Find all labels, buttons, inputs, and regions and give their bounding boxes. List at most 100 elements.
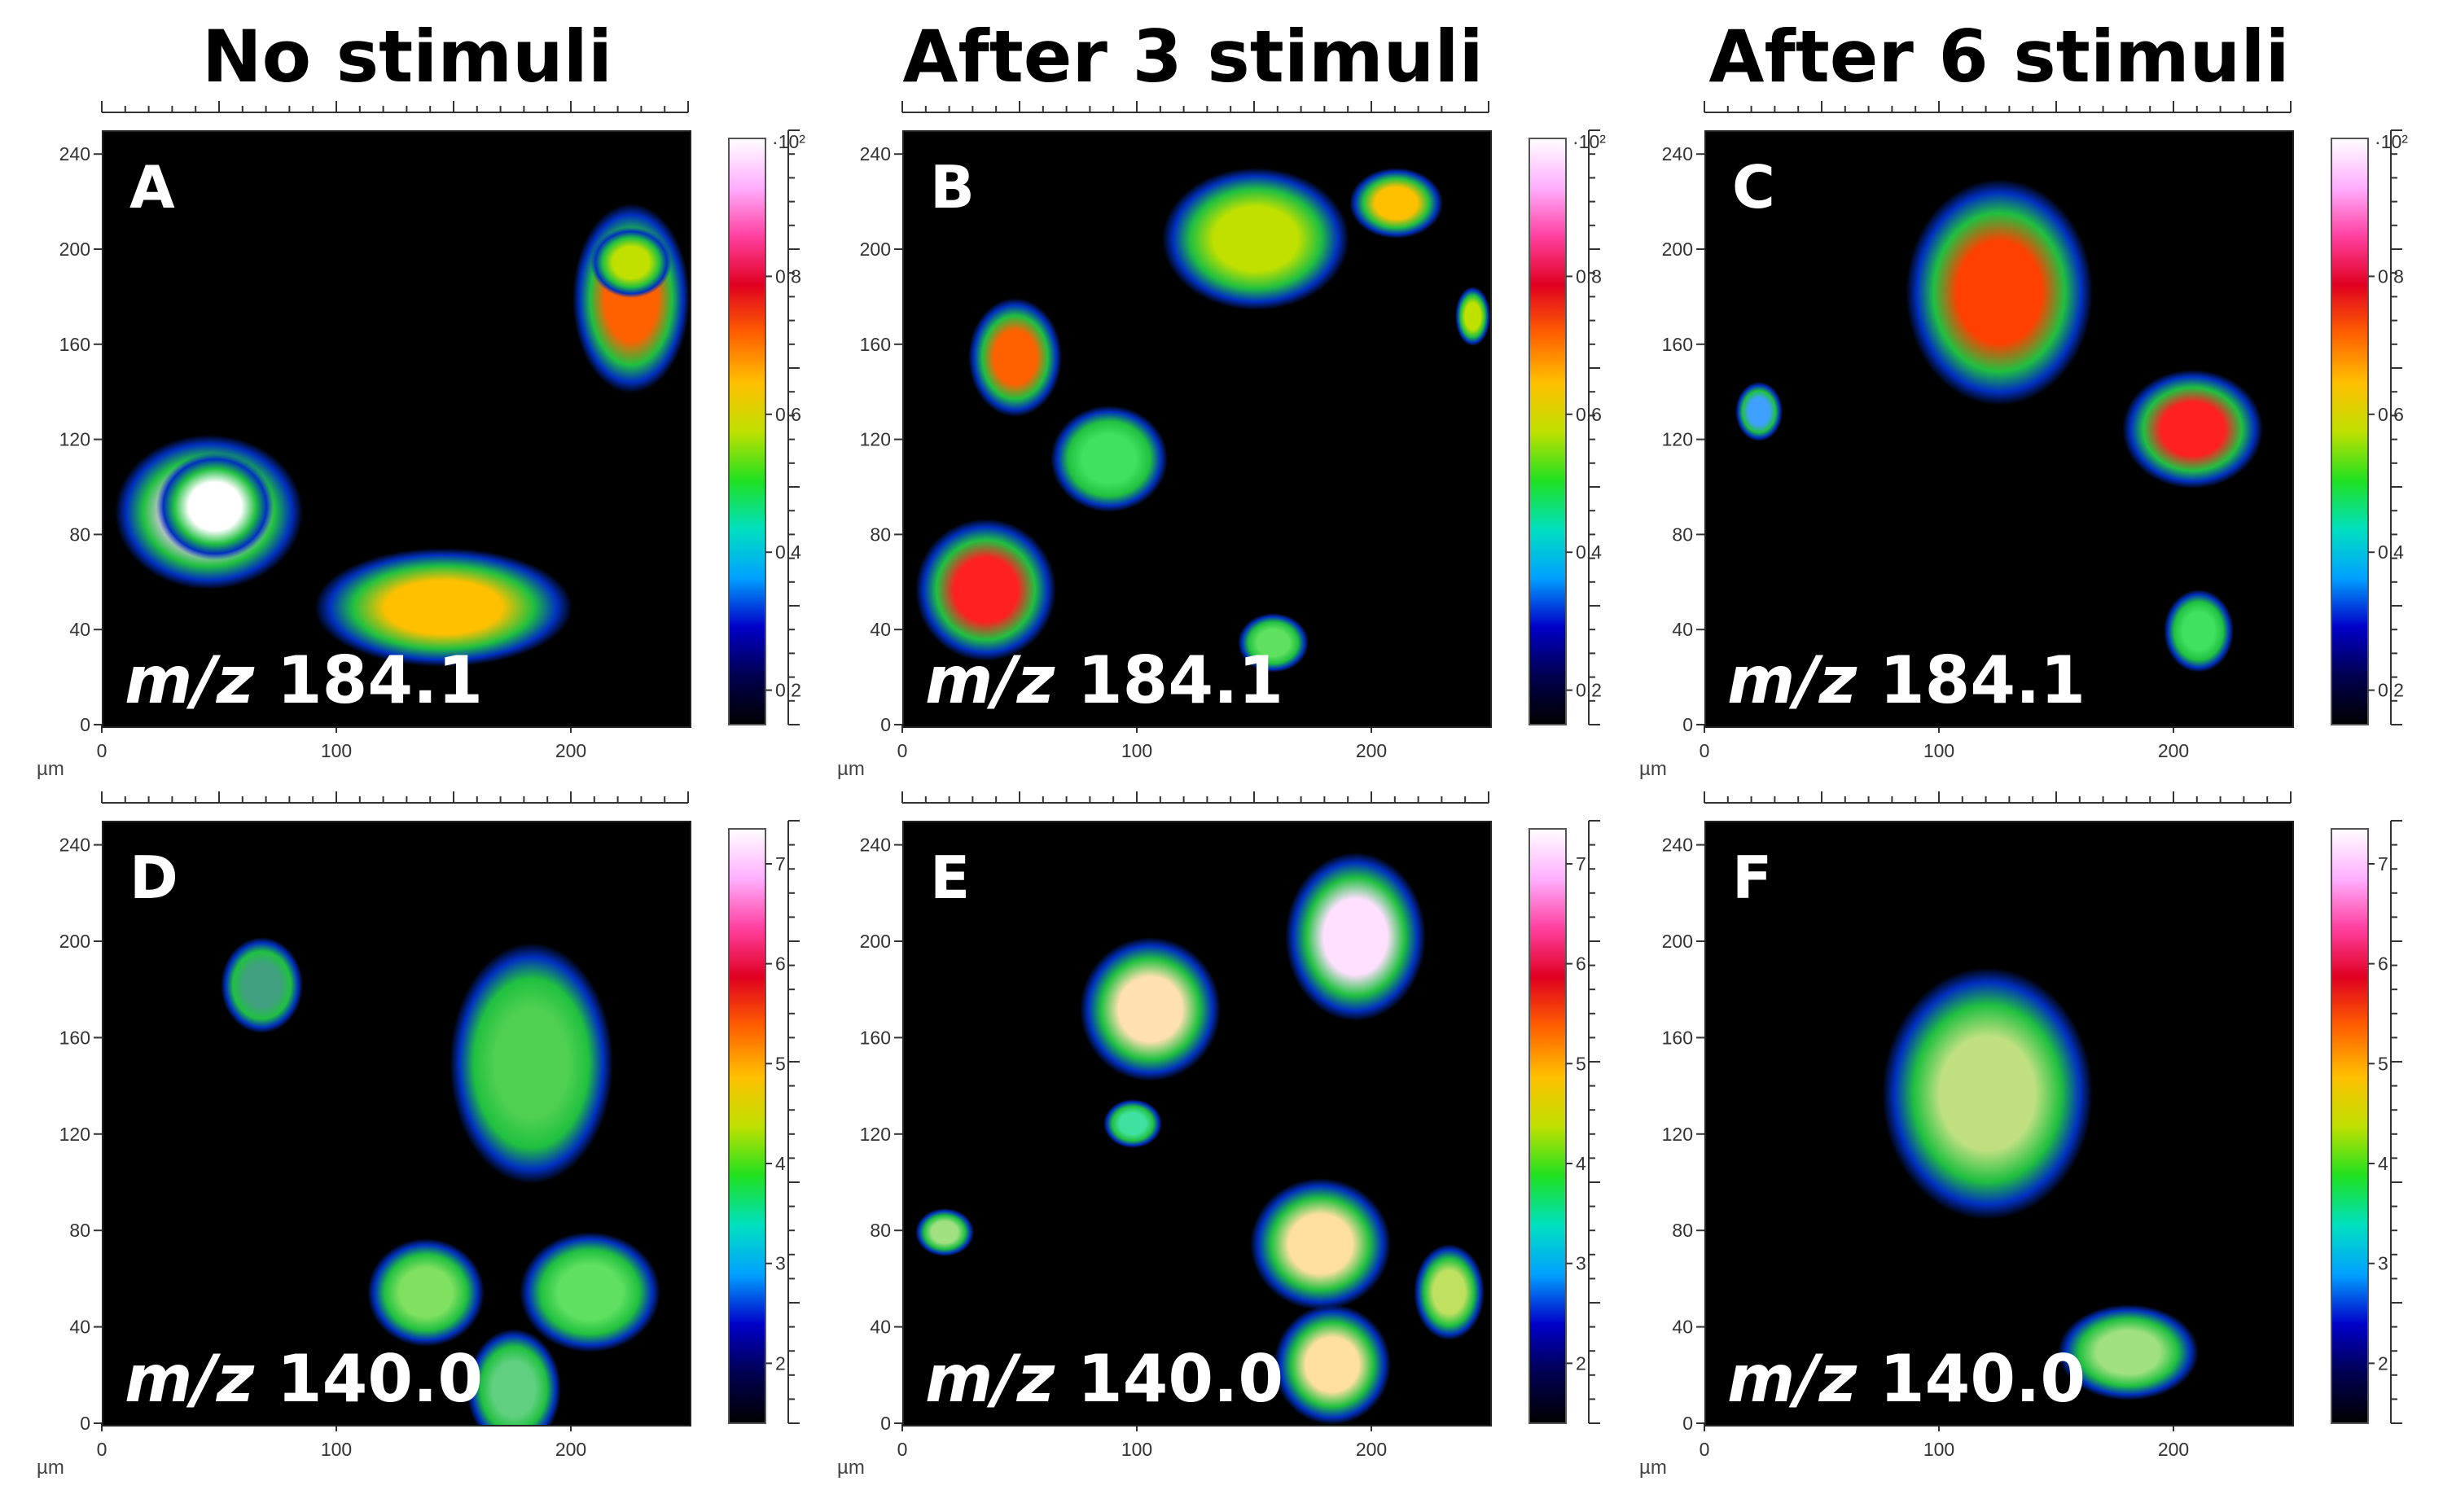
x-tick-label: 0	[1700, 740, 1710, 761]
signal-region	[1735, 381, 1783, 441]
x-tick-label: 100	[321, 740, 352, 761]
panel-letter: F	[1732, 844, 1773, 912]
colorbar-tick-label: 0.2	[1576, 680, 1602, 701]
y-tick-label: 160	[860, 334, 891, 355]
y-tick-label: 0	[1682, 714, 1693, 735]
colorbar-tick-label: 4	[775, 1153, 786, 1174]
y-tick-label: 40	[69, 619, 90, 640]
y-tick-label: 240	[1662, 835, 1693, 856]
y-tick-label: 160	[860, 1027, 891, 1048]
axis-unit-label: µm	[37, 1457, 64, 1479]
x-tick-label: 100	[1121, 740, 1152, 761]
colorbar-tick-label: 7	[775, 853, 786, 874]
signal-region	[1050, 405, 1168, 513]
axis-unit-label: µm	[1639, 1457, 1667, 1479]
signal-region	[1454, 286, 1490, 346]
colorbar	[728, 138, 766, 725]
colorbar	[2331, 138, 2369, 725]
signal-region	[1080, 936, 1221, 1082]
column-title-after-3-stimuli: After 3 stimuli	[902, 15, 1484, 99]
x-tick-label: 100	[1923, 740, 1954, 761]
x-tick-label: 0	[1700, 1439, 1710, 1460]
y-tick-label: 40	[1672, 619, 1693, 640]
y-tick-label: 40	[1672, 1317, 1693, 1338]
x-tick-label: 200	[1356, 1439, 1387, 1460]
y-tick-label: 0	[80, 1413, 90, 1434]
y-tick-label: 240	[59, 835, 90, 856]
mz-value: 184.1	[1857, 642, 2086, 718]
colorbar-tick-label: 0.6	[2378, 404, 2404, 425]
colorbar-tick-label: 0.6	[1576, 404, 1602, 425]
colorbar-tick-label: 0.6	[775, 404, 801, 425]
colorbar-scale-label: ·10²	[1572, 131, 1606, 152]
y-tick-label: 120	[59, 429, 90, 450]
x-tick-label: 100	[321, 1439, 352, 1460]
y-tick-label: 0	[1682, 1413, 1693, 1434]
mz-label: m/z 184.1	[1727, 642, 2086, 718]
y-tick-label: 80	[1672, 524, 1693, 545]
signal-region	[1249, 1177, 1391, 1311]
colorbar-tick-label: 0.8	[2378, 265, 2404, 287]
mz-label: m/z 184.1	[125, 642, 483, 718]
y-tick-label: 160	[59, 334, 90, 355]
mz-prefix: m/z	[1727, 642, 1857, 718]
y-tick-label: 0	[880, 714, 891, 735]
axis-unit-label: µm	[837, 1457, 865, 1479]
signal-region	[467, 1328, 561, 1425]
colorbar-tick-label: 5	[1576, 1053, 1586, 1074]
signal-region	[314, 548, 572, 667]
x-tick-label: 200	[555, 740, 586, 761]
panel-letter: D	[129, 844, 178, 912]
signal-region	[1905, 179, 2094, 405]
y-tick-label: 240	[860, 143, 891, 164]
signal-region	[1285, 852, 1426, 1022]
mz-prefix: m/z	[1727, 1341, 1857, 1417]
column-title-no-stimuli: No stimuli	[201, 15, 613, 99]
y-tick-label: 0	[880, 1413, 891, 1434]
mz-label: m/z 140.0	[1727, 1341, 2086, 1417]
y-tick-label: 160	[59, 1027, 90, 1048]
x-tick-label: 0	[97, 740, 107, 761]
axis-unit-label: µm	[1639, 758, 1667, 780]
mz-label: m/z 184.1	[925, 642, 1283, 718]
signal-region	[590, 226, 673, 299]
y-tick-label: 240	[1662, 143, 1693, 164]
y-tick-label: 240	[59, 143, 90, 164]
y-tick-label: 200	[1662, 239, 1693, 260]
signal-region	[915, 518, 1057, 661]
signal-region	[221, 936, 303, 1033]
y-tick-label: 80	[69, 524, 90, 545]
signal-region	[449, 943, 614, 1184]
y-tick-label: 80	[870, 1220, 891, 1241]
y-tick-label: 40	[69, 1317, 90, 1338]
x-tick-label: 100	[1923, 1439, 1954, 1460]
y-tick-label: 160	[1662, 334, 1693, 355]
mz-label: m/z 140.0	[925, 1341, 1283, 1417]
colorbar-tick-label: 6	[1576, 953, 1586, 975]
colorbar-tick-label: 5	[775, 1053, 786, 1074]
colorbar-tick-label: 7	[1576, 853, 1586, 874]
colorbar-tick-label: 5	[2378, 1053, 2388, 1074]
x-tick-label: 200	[1356, 740, 1387, 761]
y-tick-label: 120	[59, 1124, 90, 1145]
x-tick-label: 0	[897, 1439, 908, 1460]
signal-region	[2058, 1304, 2199, 1401]
x-tick-label: 200	[555, 1439, 586, 1460]
colorbar-tick-label: 6	[2378, 953, 2388, 975]
panel-letter: C	[1732, 153, 1775, 221]
colorbar-tick-label: 2	[775, 1352, 786, 1374]
colorbar-scale-label: ·10²	[2375, 131, 2408, 152]
x-tick-label: 100	[1121, 1439, 1152, 1460]
mz-label: m/z 140.0	[125, 1341, 483, 1417]
